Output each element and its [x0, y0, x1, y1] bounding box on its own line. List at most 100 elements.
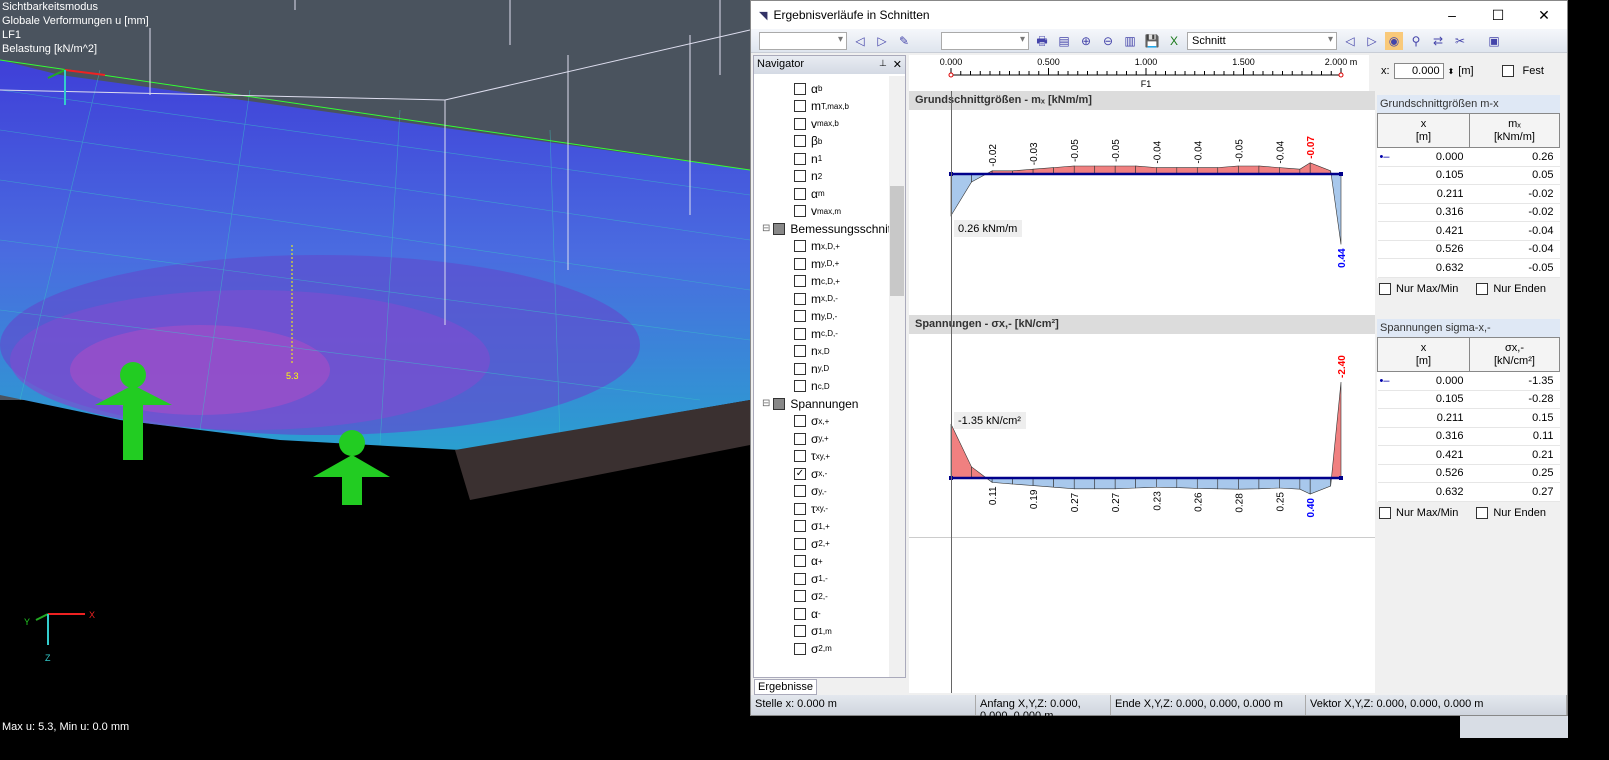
item-checkbox[interactable]: [794, 293, 806, 305]
item-checkbox[interactable]: [794, 555, 806, 567]
end-node[interactable]: [1339, 73, 1343, 77]
pin-icon[interactable]: ⊥: [879, 58, 887, 72]
item-checkbox[interactable]: [794, 118, 806, 130]
item-checkbox[interactable]: [773, 223, 785, 235]
item-checkbox[interactable]: [794, 153, 806, 165]
3d-viewport[interactable]: Sichtbarkeitsmodus Globale Verformungen …: [0, 0, 750, 757]
close-button[interactable]: ✕: [1521, 7, 1567, 24]
view-toolbar[interactable]: [1460, 716, 1568, 738]
chart-mx[interactable]: -0.02-0.03-0.05-0.05-0.04-0.04-0.05-0.04…: [909, 110, 1375, 310]
minimize-button[interactable]: –: [1429, 7, 1475, 23]
excel-icon[interactable]: X: [1165, 32, 1183, 50]
selection-combo[interactable]: [759, 32, 847, 50]
table-row[interactable]: 0.632-0.05: [1378, 259, 1560, 278]
next-icon[interactable]: ▷: [873, 32, 891, 50]
prev-icon[interactable]: ◁: [851, 32, 869, 50]
print-icon[interactable]: 🖶: [1033, 32, 1051, 50]
navigator-item[interactable]: α+: [794, 553, 823, 570]
fest-checkbox[interactable]: [1502, 65, 1514, 77]
max-min-checkbox[interactable]: [1379, 283, 1391, 295]
next-section-icon[interactable]: ▷: [1363, 32, 1381, 50]
item-checkbox[interactable]: [794, 188, 806, 200]
zoom-out-icon[interactable]: ⊖: [1099, 32, 1117, 50]
table-row[interactable]: 0.211-0.02: [1378, 185, 1560, 204]
item-checkbox[interactable]: [794, 590, 806, 602]
table-row[interactable]: 0.421-0.04: [1378, 222, 1560, 241]
save-icon[interactable]: 💾: [1143, 32, 1161, 50]
view-icon[interactable]: ◉: [1385, 32, 1403, 50]
item-checkbox[interactable]: [794, 240, 806, 252]
item-checkbox[interactable]: [794, 573, 806, 585]
item-checkbox[interactable]: [794, 100, 806, 112]
item-checkbox[interactable]: [794, 485, 806, 497]
item-checkbox[interactable]: [794, 135, 806, 147]
results-icon[interactable]: ▤: [1055, 32, 1073, 50]
navigator-scrollbar[interactable]: [889, 76, 905, 696]
item-checkbox[interactable]: [794, 608, 806, 620]
item-checkbox[interactable]: [794, 625, 806, 637]
position-cursor[interactable]: [951, 91, 952, 693]
navigator-item[interactable]: α-: [794, 605, 821, 622]
panel-icon[interactable]: ▣: [1485, 32, 1503, 50]
section-combo[interactable]: Schnitt: [1187, 32, 1337, 50]
export-icon[interactable]: ▥: [1121, 32, 1139, 50]
item-checkbox[interactable]: [794, 433, 806, 445]
item-checkbox[interactable]: [794, 310, 806, 322]
table-row[interactable]: 0.105-0.28: [1378, 390, 1560, 409]
tab-ergebnisse[interactable]: Ergebnisse: [754, 679, 817, 695]
ends-checkbox[interactable]: [1476, 507, 1488, 519]
navigator-item[interactable]: ⊟Spannungen: [762, 395, 858, 412]
maximize-button[interactable]: ☐: [1475, 7, 1521, 24]
load-case-combo[interactable]: [941, 32, 1029, 50]
x-spinner[interactable]: ⬍: [1448, 67, 1455, 76]
settings-icon[interactable]: ✂: [1451, 32, 1469, 50]
pick-icon[interactable]: ✎: [895, 32, 913, 50]
item-checkbox[interactable]: [794, 643, 806, 655]
navigator-close-icon[interactable]: ✕: [893, 58, 902, 72]
item-checkbox[interactable]: [794, 363, 806, 375]
ends-checkbox[interactable]: [1476, 283, 1488, 295]
table-row[interactable]: 0.526-0.04: [1378, 240, 1560, 259]
item-checkbox[interactable]: [794, 83, 806, 95]
item-checkbox[interactable]: [773, 398, 785, 410]
item-checkbox[interactable]: [794, 275, 806, 287]
item-checkbox[interactable]: [794, 520, 806, 532]
navigator-item[interactable]: ⊟Bemessungsschnit: [762, 220, 891, 237]
item-checkbox[interactable]: [794, 538, 806, 550]
collapse-icon[interactable]: ⊟: [762, 398, 770, 409]
item-checkbox[interactable]: [794, 450, 806, 462]
filter-icon[interactable]: ⚲: [1407, 32, 1425, 50]
